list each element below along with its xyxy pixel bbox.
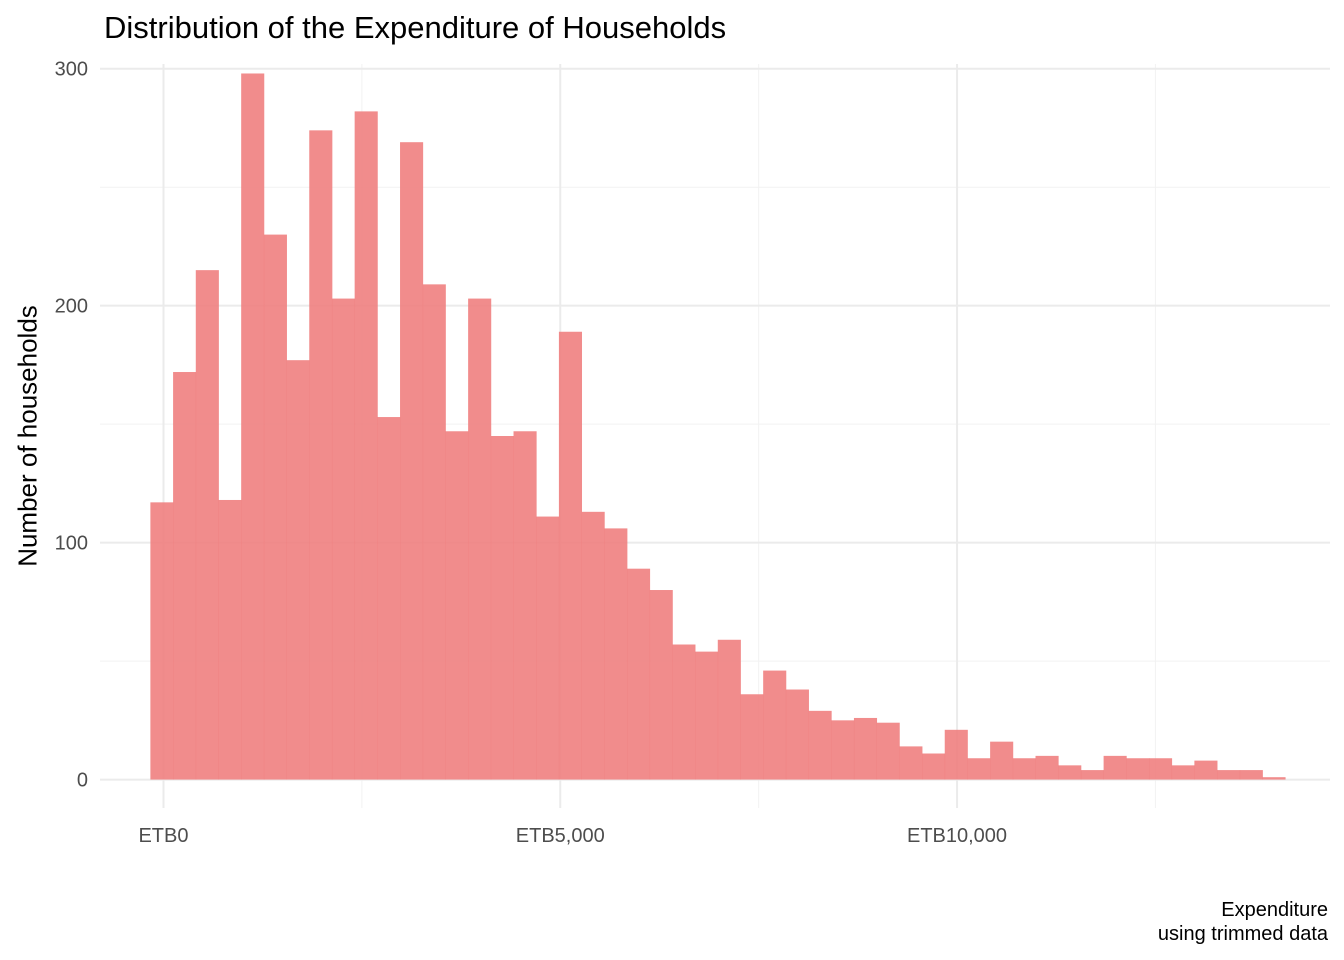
histogram-bar: [763, 670, 787, 780]
histogram-bar: [195, 270, 219, 780]
histogram-bar: [400, 142, 424, 780]
histogram-bar: [241, 73, 265, 780]
histogram-bar: [1171, 765, 1195, 780]
histogram-bar: [173, 372, 197, 780]
y-tick-label: 200: [55, 296, 88, 318]
histogram-bar: [513, 431, 537, 780]
histogram-bar: [1058, 765, 1082, 780]
histogram-bar: [853, 717, 878, 780]
y-tick-label: 100: [55, 533, 88, 555]
histogram-bar: [377, 417, 401, 780]
histogram-bar: [263, 234, 287, 780]
x-tick-label: ETB10,000: [907, 825, 1007, 847]
histogram-bar: [490, 436, 514, 780]
histogram-bar: [922, 753, 946, 780]
histogram-bar: [581, 511, 605, 780]
y-tick-label: 300: [55, 59, 88, 81]
histogram-bar: [626, 568, 651, 780]
histogram-bar: [604, 528, 628, 780]
histogram-bar: [1239, 770, 1263, 780]
histogram-bar: [218, 499, 242, 780]
histogram-bar: [445, 431, 469, 780]
y-tick-label: 0: [77, 770, 88, 792]
tick-label-layer: 0 100 200 300 ETB0 ETB5,000 ETB10,000: [55, 59, 1007, 847]
histogram-bar: [1080, 770, 1105, 780]
x-axis-title-line-2: using trimmed data: [1157, 923, 1328, 945]
histogram-bar: [1126, 758, 1150, 780]
x-tick-label: ETB0: [138, 825, 188, 847]
histogram-bar: [899, 746, 923, 780]
histogram-bar: [1262, 777, 1286, 780]
histogram-bar: [286, 360, 310, 780]
histogram-bar: [1194, 760, 1218, 780]
histogram-bar: [150, 502, 174, 780]
histogram-bar: [558, 331, 583, 780]
histogram-bar: [990, 741, 1014, 780]
x-tick-label: ETB5,000: [516, 825, 605, 847]
histogram-bar: [354, 111, 378, 780]
histogram-bar: [831, 720, 855, 780]
histogram-bar: [944, 729, 968, 780]
histogram-bar: [672, 644, 696, 780]
histogram-bar: [649, 590, 673, 780]
histogram-bar: [1012, 758, 1036, 780]
histogram-bar: [1217, 770, 1241, 780]
histogram-bar: [1103, 755, 1127, 780]
bar-layer: [150, 73, 1286, 780]
histogram-bar: [808, 710, 832, 780]
histogram-bar: [1148, 758, 1173, 780]
histogram-bar: [740, 694, 764, 780]
x-axis-title-line-1: Expenditure: [1221, 899, 1328, 921]
histogram-bar: [468, 298, 492, 780]
histogram-bar: [309, 130, 333, 780]
x-axis-title: Expenditure using trimmed data: [1158, 898, 1328, 946]
histogram-bar: [876, 722, 900, 780]
histogram-bar: [1035, 755, 1059, 780]
chart-title: Distribution of the Expenditure of House…: [104, 10, 727, 45]
histogram-bar: [331, 298, 356, 780]
histogram-bar: [536, 516, 560, 780]
histogram-bar: [785, 689, 809, 780]
histogram-bar: [967, 758, 991, 780]
histogram-bar: [422, 284, 446, 780]
histogram-bar: [695, 651, 719, 780]
histogram-bar: [717, 639, 741, 780]
